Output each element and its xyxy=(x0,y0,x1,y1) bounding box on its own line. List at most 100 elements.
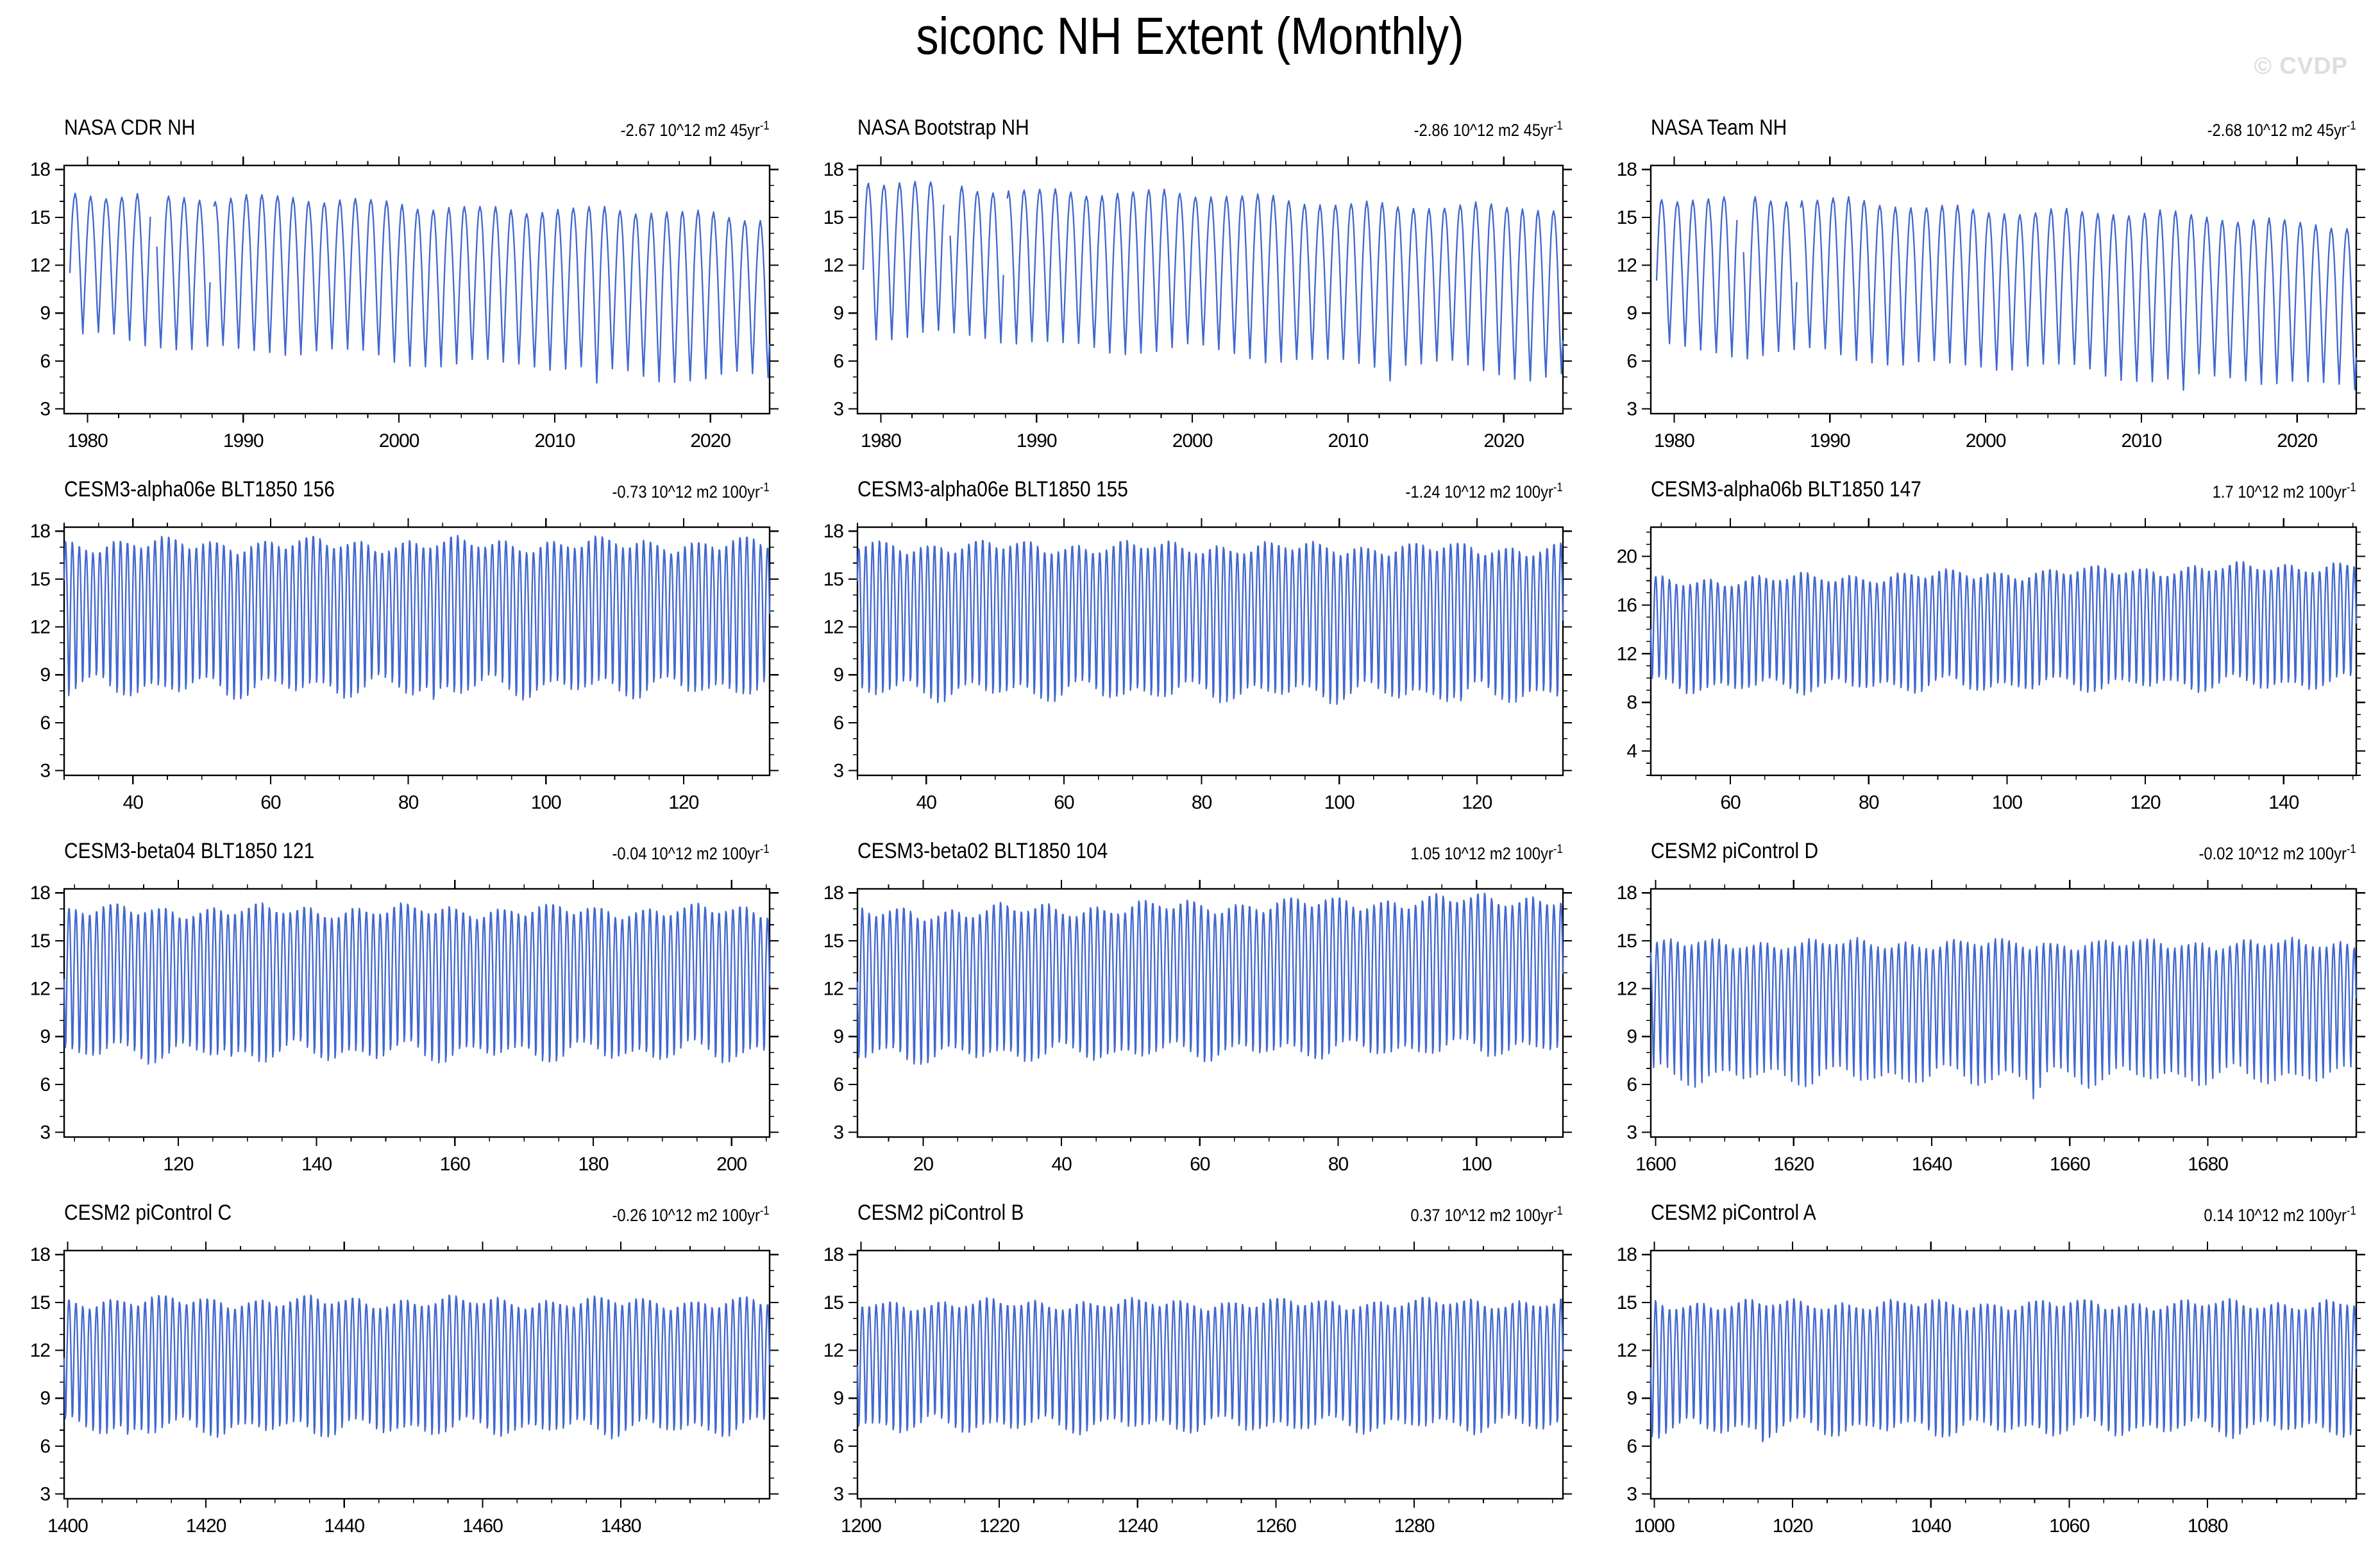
panel-trend-label: -2.67 10^12 m2 45yr-1 xyxy=(600,120,770,139)
svg-text:1060: 1060 xyxy=(2049,1515,2089,1537)
svg-text:40: 40 xyxy=(123,792,144,813)
svg-text:1620: 1620 xyxy=(1773,1154,1814,1175)
svg-text:100: 100 xyxy=(1992,792,2022,813)
svg-text:6: 6 xyxy=(1626,351,1637,372)
svg-text:1680: 1680 xyxy=(2188,1154,2228,1175)
panel-title-text: CESM3-beta04 BLT1850 121 xyxy=(64,839,315,863)
svg-text:9: 9 xyxy=(1626,1026,1637,1047)
svg-text:9: 9 xyxy=(1626,1388,1637,1409)
svg-text:2000: 2000 xyxy=(1966,430,2006,451)
panel-title-text: NASA Bootstrap NH xyxy=(857,115,1029,140)
svg-text:60: 60 xyxy=(1190,1154,1210,1175)
svg-text:1080: 1080 xyxy=(2188,1515,2228,1537)
chart-panel-cesm2-picontrol-b: CESM2 piControl B 0.37 10^12 m2 100yr-1 … xyxy=(793,1181,1587,1543)
svg-text:1420: 1420 xyxy=(186,1515,226,1537)
svg-text:12: 12 xyxy=(1617,255,1637,276)
trend-superscript: -1 xyxy=(1553,843,1563,856)
svg-text:120: 120 xyxy=(163,1154,193,1175)
svg-text:9: 9 xyxy=(40,1026,50,1047)
panel-title: CESM3-beta04 BLT1850 121 xyxy=(64,840,349,862)
svg-text:100: 100 xyxy=(1324,792,1355,813)
svg-text:18: 18 xyxy=(30,1244,51,1265)
panel-trend-label: -0.73 10^12 m2 100yr-1 xyxy=(591,482,770,501)
panel-trend-label: -0.02 10^12 m2 100yr-1 xyxy=(2177,843,2356,863)
trend-value: -2.68 10^12 m2 45yr xyxy=(2207,121,2347,140)
svg-text:12: 12 xyxy=(30,255,51,276)
svg-text:3: 3 xyxy=(1626,1484,1637,1505)
trend-superscript: -1 xyxy=(2347,119,2356,133)
svg-text:15: 15 xyxy=(30,1292,51,1313)
svg-text:3: 3 xyxy=(1626,399,1637,420)
svg-text:6: 6 xyxy=(833,712,843,734)
svg-text:6: 6 xyxy=(1626,1074,1637,1095)
svg-text:3: 3 xyxy=(833,761,843,782)
svg-text:6: 6 xyxy=(833,1436,843,1457)
svg-text:80: 80 xyxy=(1859,792,1879,813)
svg-text:2000: 2000 xyxy=(379,430,419,451)
chart-panel-cesm3-alpha06b-blt1850-147: CESM3-alpha06b BLT1850 147 1.7 10^12 m2 … xyxy=(1587,458,2380,820)
panel-title-text: CESM2 piControl C xyxy=(64,1201,232,1225)
svg-text:120: 120 xyxy=(668,792,698,813)
time-series-plot: 120 140 160 180 200 3 6 9 12 15 18 xyxy=(30,880,779,1175)
trend-value: -2.86 10^12 m2 45yr xyxy=(1414,121,1554,140)
svg-text:1240: 1240 xyxy=(1117,1515,1158,1537)
panel-title-text: NASA Team NH xyxy=(1651,115,1787,140)
svg-text:160: 160 xyxy=(440,1154,470,1175)
panel-title: CESM2 piControl B xyxy=(857,1202,1047,1224)
svg-text:60: 60 xyxy=(260,792,281,813)
panel-title: CESM3-beta02 BLT1850 104 xyxy=(857,840,1142,862)
svg-text:2010: 2010 xyxy=(535,430,575,451)
svg-text:6: 6 xyxy=(40,1074,50,1095)
svg-text:120: 120 xyxy=(1462,792,1492,813)
svg-text:18: 18 xyxy=(30,159,51,180)
svg-text:18: 18 xyxy=(823,159,844,180)
svg-text:18: 18 xyxy=(1617,1244,1637,1265)
svg-text:6: 6 xyxy=(1626,1436,1637,1457)
trend-value: 1.05 10^12 m2 100yr xyxy=(1410,844,1554,863)
svg-text:18: 18 xyxy=(823,882,844,904)
svg-text:3: 3 xyxy=(833,399,843,420)
panel-title-text: CESM2 piControl A xyxy=(1651,1201,1816,1225)
svg-text:15: 15 xyxy=(823,207,844,228)
panel-trend-label: -0.04 10^12 m2 100yr-1 xyxy=(591,843,770,863)
svg-text:1220: 1220 xyxy=(979,1515,1020,1537)
svg-text:2010: 2010 xyxy=(1328,430,1369,451)
svg-text:1990: 1990 xyxy=(1017,430,1057,451)
svg-text:12: 12 xyxy=(1617,1340,1637,1362)
trend-superscript: -1 xyxy=(1553,481,1563,494)
panel-title: CESM2 piControl A xyxy=(1651,1202,1839,1224)
chart-panel-cesm3-beta02-blt1850-104: CESM3-beta02 BLT1850 104 1.05 10^12 m2 1… xyxy=(793,820,1587,1181)
time-series-plot: 1200 1220 1240 1260 1280 3 6 9 12 15 18 xyxy=(823,1242,1572,1537)
svg-text:9: 9 xyxy=(833,303,843,324)
svg-text:15: 15 xyxy=(1617,207,1637,228)
time-series-plot: 1600 1620 1640 1660 1680 3 6 9 12 15 18 xyxy=(1617,880,2365,1175)
trend-superscript: -1 xyxy=(2347,481,2356,494)
svg-text:18: 18 xyxy=(1617,882,1637,904)
panel-trend-label: -0.26 10^12 m2 100yr-1 xyxy=(591,1204,770,1224)
svg-text:15: 15 xyxy=(823,1292,844,1313)
svg-text:15: 15 xyxy=(30,931,51,952)
svg-text:80: 80 xyxy=(1192,792,1212,813)
svg-text:1020: 1020 xyxy=(1773,1515,1813,1537)
svg-text:1400: 1400 xyxy=(47,1515,88,1537)
time-series-plot: 20 40 60 80 100 3 6 9 12 15 18 xyxy=(823,880,1572,1175)
panel-trend-label: -2.86 10^12 m2 45yr-1 xyxy=(1394,120,1563,140)
trend-superscript: -1 xyxy=(2347,843,2356,856)
svg-text:1980: 1980 xyxy=(67,430,108,451)
time-series-plot: 1980 1990 2000 2010 2020 3 6 9 12 15 18 xyxy=(30,156,779,451)
panel-title: NASA Team NH xyxy=(1651,117,1805,139)
svg-text:4: 4 xyxy=(1626,741,1637,762)
trend-value: -0.02 10^12 m2 100yr xyxy=(2199,844,2347,863)
svg-text:2020: 2020 xyxy=(690,430,730,451)
svg-text:100: 100 xyxy=(1462,1154,1492,1175)
trend-superscript: -1 xyxy=(760,843,770,856)
svg-text:6: 6 xyxy=(40,351,50,372)
chart-panel-cesm2-picontrol-a: CESM2 piControl A 0.14 10^12 m2 100yr-1 … xyxy=(1587,1181,2380,1543)
svg-text:1280: 1280 xyxy=(1394,1515,1435,1537)
svg-text:16: 16 xyxy=(1617,594,1637,616)
svg-text:1200: 1200 xyxy=(841,1515,881,1537)
trend-superscript: -1 xyxy=(760,1204,770,1218)
svg-text:12: 12 xyxy=(823,617,844,638)
svg-text:1000: 1000 xyxy=(1634,1515,1675,1537)
svg-text:15: 15 xyxy=(823,931,844,952)
